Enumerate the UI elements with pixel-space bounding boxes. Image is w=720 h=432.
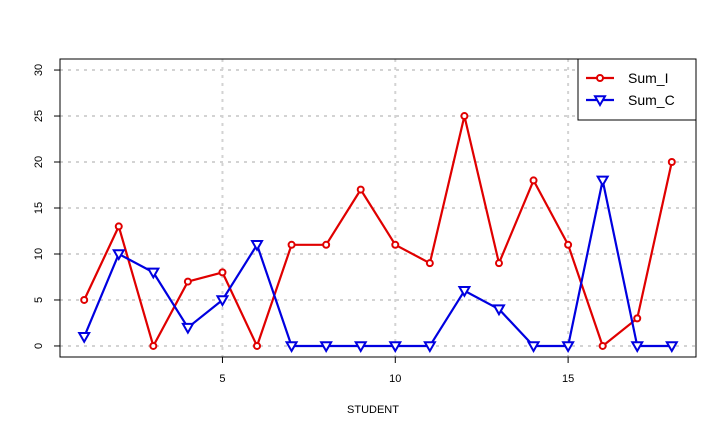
x-tick-label: 5 [219,373,225,385]
data-point [667,158,676,167]
y-axis: 0 5 10 15 20 25 30 [33,64,61,349]
series-line [83,179,672,348]
data-point [492,304,506,317]
data-point [460,112,469,121]
data-point [114,222,123,231]
data-point [183,277,192,286]
data-point [561,341,575,353]
data-point [218,268,227,277]
y-tick-label: 5 [33,297,45,303]
data-point [425,259,434,268]
series-sum-c [77,175,679,353]
legend-label: Sum_C [628,92,675,108]
data-point [319,341,333,353]
legend-item: Sum_C [586,92,675,108]
y-tick-label: 10 [33,248,45,260]
data-point [250,240,264,252]
data-point [146,267,161,280]
legend-box [577,58,697,121]
data-point [322,240,331,249]
series-group [77,112,679,353]
data-point [353,341,368,353]
legend-item: Sum_I [586,70,668,86]
y-tick-label: 25 [33,110,45,122]
y-tick-label: 20 [33,156,45,168]
data-point [356,185,365,194]
data-point [391,240,400,249]
data-point [598,341,607,350]
data-point [529,176,538,185]
data-point [388,341,403,353]
data-point [630,341,644,353]
data-point [595,175,610,188]
series-sum-i [80,112,676,350]
data-point [284,341,299,353]
data-point [287,240,296,249]
data-point [494,259,503,268]
y-tick-label: 15 [33,202,45,214]
x-axis: 5 10 15 [219,356,574,385]
x-axis-title: STUDENT [347,404,399,416]
data-point [149,341,158,350]
data-point [215,295,230,307]
data-point [457,286,472,298]
data-point [80,295,89,304]
data-point [253,341,262,350]
data-point [564,240,573,249]
data-point [77,332,91,344]
legend-marker [596,74,604,82]
data-point [526,341,541,353]
x-tick-label: 10 [389,373,401,385]
series-line [83,114,673,348]
data-point [423,341,437,353]
data-point [633,314,642,323]
legend: Sum_I Sum_C [577,58,697,121]
legend-label: Sum_I [628,70,668,86]
data-point [665,341,679,353]
y-tick-label: 30 [33,64,45,76]
x-tick-label: 15 [562,373,574,385]
legend-marker [593,95,607,108]
data-point [112,249,126,262]
y-tick-label: 0 [33,343,45,349]
data-point [181,322,195,335]
